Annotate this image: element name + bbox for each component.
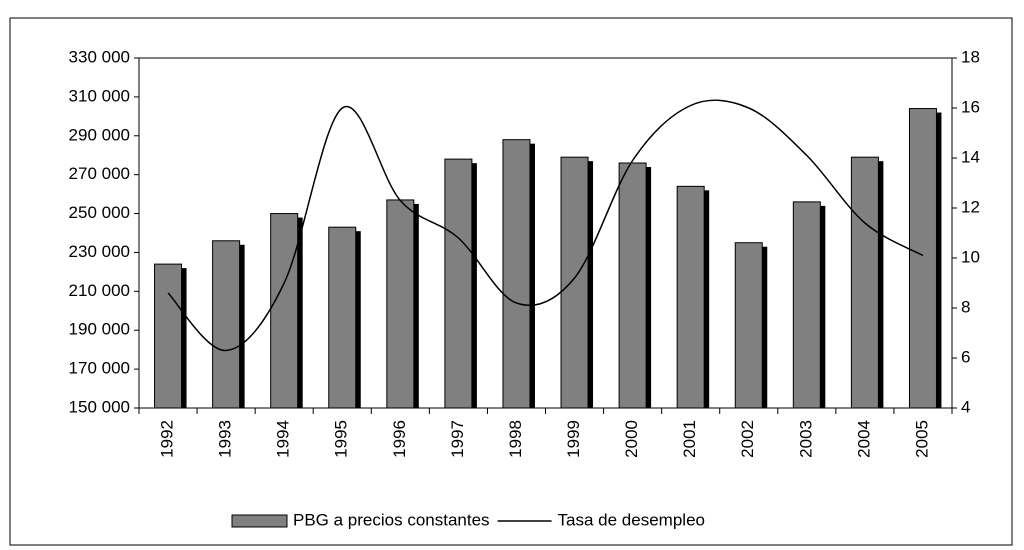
y2-tick-label: 10 (961, 247, 980, 266)
x-tick-label: 2003 (796, 420, 815, 458)
y2-tick-label: 14 (961, 147, 980, 166)
y-tick-label: 230 000 (69, 242, 130, 261)
bar (908, 108, 937, 409)
y2-tick-label: 6 (961, 347, 970, 366)
x-tick-label: 2004 (854, 420, 873, 458)
bar (328, 226, 357, 409)
x-tick-label: 1993 (216, 420, 235, 458)
bar (792, 201, 821, 409)
x-tick-label: 1992 (158, 420, 177, 458)
bar (560, 156, 589, 409)
x-tick-label: 1998 (506, 420, 525, 458)
y-tick-label: 330 000 (69, 47, 130, 66)
plot-area (138, 57, 953, 409)
y-tick-label: 190 000 (69, 320, 130, 339)
x-tick-label: 2001 (680, 420, 699, 458)
bar (270, 213, 299, 409)
bar (734, 242, 763, 409)
line (167, 99, 924, 352)
y2-tick-label: 4 (961, 397, 970, 416)
y-tick-label: 210 000 (69, 281, 130, 300)
x-tick-label: 1999 (564, 420, 583, 458)
x-tick-label: 1994 (274, 420, 293, 458)
legend-swatch (231, 514, 288, 528)
y2-tick-label: 8 (961, 297, 970, 316)
y-tick-label: 310 000 (69, 86, 130, 105)
y2-tick-label: 16 (961, 97, 980, 116)
y-tick-label: 270 000 (69, 164, 130, 183)
bar (676, 185, 705, 409)
y-tick-label: 290 000 (69, 125, 130, 144)
bar (444, 158, 473, 409)
x-tick-label: 1995 (332, 420, 351, 458)
x-tick-label: 2000 (622, 420, 641, 458)
y2-tick-label: 12 (961, 197, 980, 216)
bar (154, 263, 183, 409)
x-tick-label: 2002 (738, 420, 757, 458)
bar (212, 240, 241, 409)
bar (386, 199, 415, 409)
x-tick-label: 2005 (912, 420, 931, 458)
y-tick-label: 170 000 (69, 359, 130, 378)
bar (502, 139, 531, 409)
legend-label: Tasa de desempleo (558, 510, 705, 529)
x-tick-label: 1997 (448, 420, 467, 458)
legend-label: PBG a precios constantes (293, 510, 490, 529)
x-tick-label: 1996 (390, 420, 409, 458)
bar (850, 156, 879, 409)
bar (618, 162, 647, 409)
y-tick-label: 150 000 (69, 397, 130, 416)
y2-tick-label: 18 (961, 47, 980, 66)
y-tick-label: 250 000 (69, 203, 130, 222)
